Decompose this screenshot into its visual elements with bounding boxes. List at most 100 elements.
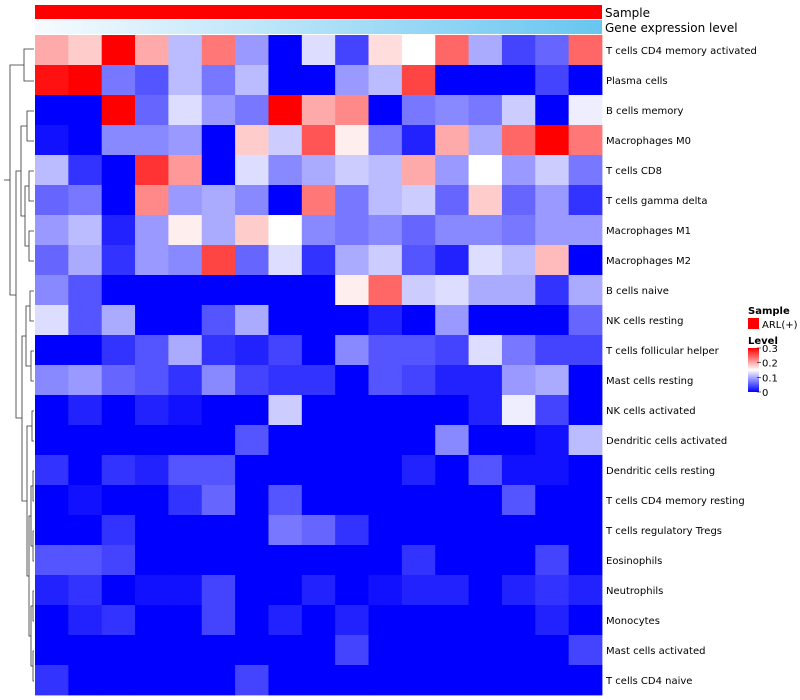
- heatmap-cell: [501, 545, 536, 576]
- heatmap-cell: [535, 395, 570, 426]
- heatmap-cell: [401, 395, 436, 426]
- heatmap-cell: [401, 455, 436, 486]
- heatmap-cell: [301, 35, 336, 66]
- heatmap-cell: [535, 425, 570, 456]
- heatmap-cell: [401, 95, 436, 126]
- heatmap-cell: [168, 305, 203, 336]
- heatmap-cell: [168, 635, 203, 666]
- heatmap-cell: [68, 605, 103, 636]
- heatmap-cell: [35, 515, 69, 546]
- heatmap-cell: [535, 65, 570, 96]
- heatmap-cell: [35, 395, 69, 426]
- heatmap-cell: [435, 185, 469, 216]
- heatmap-cell: [68, 65, 103, 96]
- heatmap-cell: [435, 155, 469, 186]
- heatmap-cell: [168, 335, 203, 366]
- heatmap-cell: [101, 365, 136, 396]
- heatmap-cell: [235, 545, 269, 576]
- heatmap-cell: [501, 515, 536, 546]
- heatmap-cell: [35, 485, 69, 516]
- heatmap-cell: [201, 635, 236, 666]
- heatmap-cell: [501, 65, 536, 96]
- heatmap-cell: [335, 35, 369, 66]
- heatmap-cell: [501, 395, 536, 426]
- heatmap-cell: [168, 605, 203, 636]
- heatmap-cell: [268, 215, 303, 246]
- row-label: Monocytes: [606, 616, 660, 627]
- heatmap-cell: [568, 545, 603, 576]
- heatmap-cell: [35, 35, 69, 66]
- row-label: B cells memory: [606, 106, 683, 117]
- heatmap-cell: [268, 455, 303, 486]
- heatmap-cell: [168, 125, 203, 156]
- heatmap-cell: [535, 485, 570, 516]
- row-label: T cells CD8: [605, 166, 662, 177]
- heatmap-cell: [101, 455, 136, 486]
- heatmap-cell: [201, 425, 236, 456]
- heatmap-cell: [201, 545, 236, 576]
- heatmap-cell: [268, 335, 303, 366]
- heatmap-cell: [368, 575, 403, 606]
- row-label: Neutrophils: [606, 586, 663, 597]
- heatmap-cell: [135, 425, 169, 456]
- heatmap-cell: [268, 305, 303, 336]
- heatmap-cell: [368, 665, 403, 696]
- heatmap-cell: [101, 575, 136, 606]
- heatmap-cell: [135, 65, 169, 96]
- heatmap-cell: [501, 305, 536, 336]
- heatmap-cell: [268, 485, 303, 516]
- heatmap-cell: [268, 155, 303, 186]
- heatmap-cell: [335, 425, 369, 456]
- heatmap-cell: [535, 245, 570, 276]
- heatmap-cell: [535, 575, 570, 606]
- heatmap-cell: [301, 335, 336, 366]
- heatmap-cell: [401, 545, 436, 576]
- row-label: NK cells resting: [606, 316, 683, 327]
- heatmap-cell: [368, 95, 403, 126]
- heatmap-cell: [568, 95, 603, 126]
- heatmap-cell: [101, 155, 136, 186]
- heatmap-cell: [235, 245, 269, 276]
- heatmap-cell: [35, 635, 69, 666]
- heatmap-cell: [568, 425, 603, 456]
- heatmap-cell: [501, 185, 536, 216]
- heatmap-cell: [35, 425, 69, 456]
- heatmap-cell: [401, 665, 436, 696]
- heatmap-cell: [568, 365, 603, 396]
- heatmap-cell: [135, 305, 169, 336]
- heatmap-cell: [301, 575, 336, 606]
- heatmap-cell: [201, 665, 236, 696]
- heatmap-cell: [201, 605, 236, 636]
- heatmap-cell: [401, 185, 436, 216]
- heatmap-cell: [268, 635, 303, 666]
- heatmap-cell: [68, 575, 103, 606]
- heatmap-cell: [501, 575, 536, 606]
- heatmap-cell: [335, 185, 369, 216]
- heatmap-cell: [468, 395, 503, 426]
- heatmap-cell: [235, 635, 269, 666]
- heatmap-cell: [401, 425, 436, 456]
- heatmap-cell: [435, 425, 469, 456]
- heatmap-cell: [135, 125, 169, 156]
- heatmap-cell: [301, 455, 336, 486]
- heatmap-cell: [235, 215, 269, 246]
- heatmap-cell: [568, 65, 603, 96]
- heatmap-cell: [101, 425, 136, 456]
- heatmap-cell: [35, 575, 69, 606]
- heatmap-cell: [135, 395, 169, 426]
- heatmap-cell: [368, 215, 403, 246]
- heatmap-cell: [168, 185, 203, 216]
- heatmap-cell: [435, 575, 469, 606]
- gene-expression-track-label: Gene expression level: [605, 21, 738, 35]
- heatmap-cell: [568, 305, 603, 336]
- legend-tick-label: 0.3: [762, 344, 778, 355]
- heatmap-cell: [168, 515, 203, 546]
- heatmap-cell: [168, 395, 203, 426]
- heatmap-cell: [201, 515, 236, 546]
- heatmap-cell: [201, 455, 236, 486]
- heatmap-cell: [168, 425, 203, 456]
- heatmap-cell: [435, 275, 469, 306]
- heatmap-cell: [68, 155, 103, 186]
- heatmap-cell: [501, 485, 536, 516]
- heatmap-cell: [101, 95, 136, 126]
